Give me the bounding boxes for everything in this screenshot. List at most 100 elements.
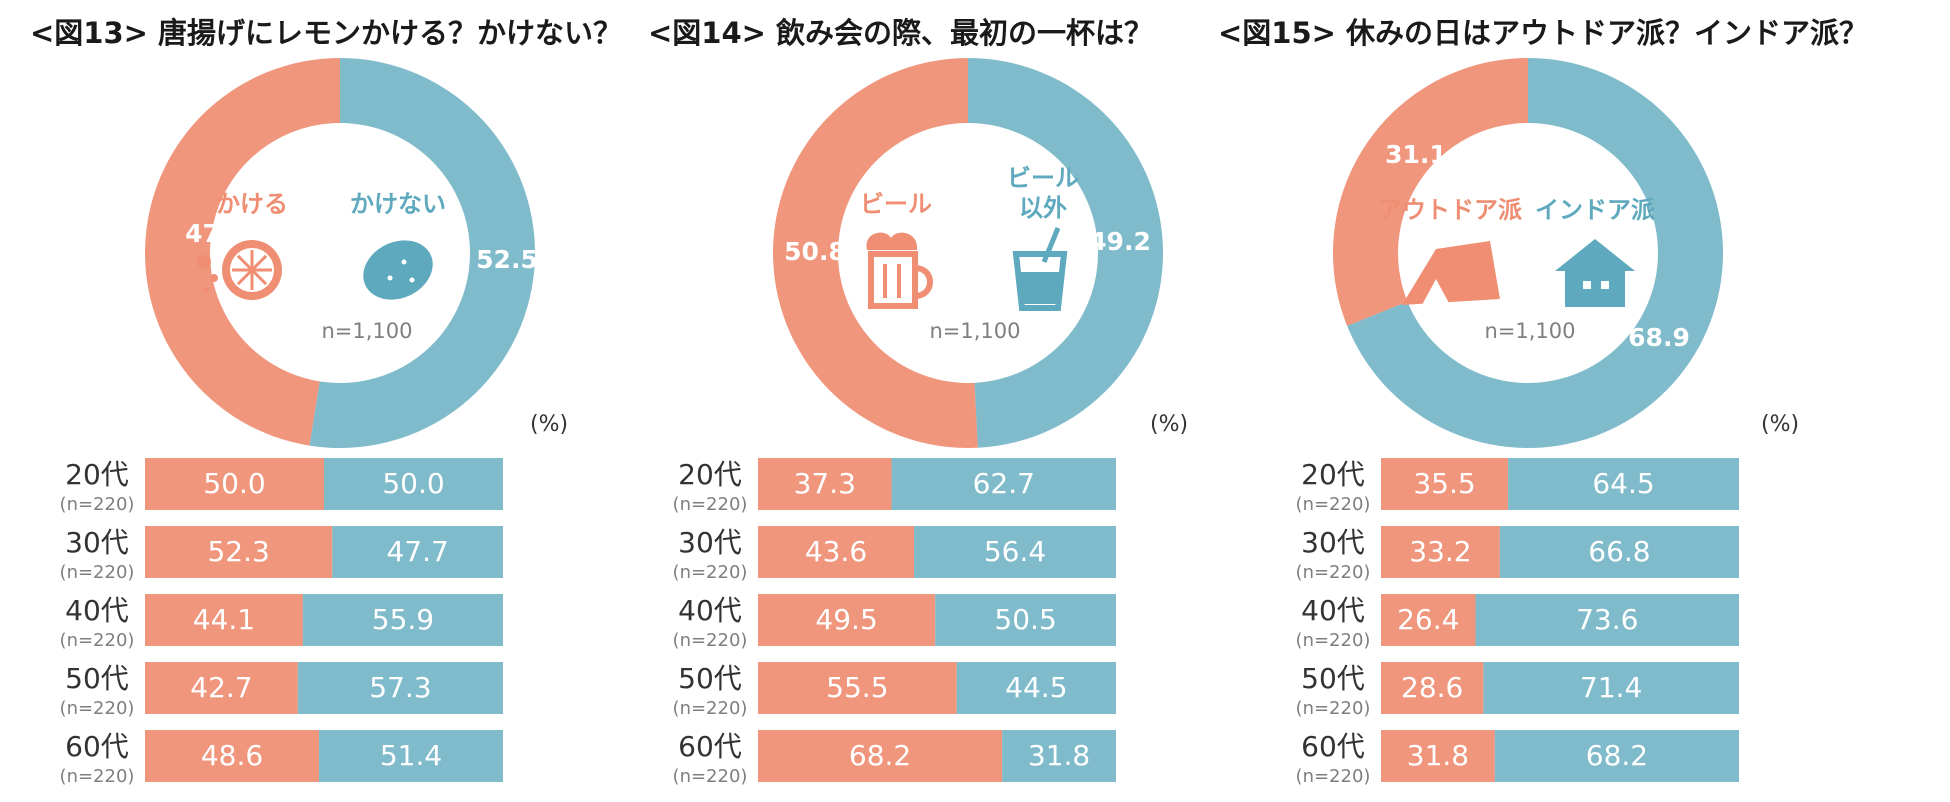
age-group-label: 60代 <box>678 730 742 763</box>
bar-segment <box>302 594 503 646</box>
bar-value-label: 42.7 <box>190 671 252 704</box>
slice-value-label: 52.5 <box>476 245 538 274</box>
age-sample-label: (n=220) <box>673 630 748 651</box>
bar-segment <box>1381 594 1476 646</box>
age-bar-chart: 37.3 62.7 20代 (n=220) 43.6 56.4 30代 (n=220) 49.5… <box>673 458 1116 787</box>
bar-segment <box>1381 662 1484 714</box>
bar-segment <box>297 662 503 714</box>
legend-label: かけない <box>350 190 446 218</box>
chart-panel-15: <図15> 休みの日はアウトドア派？インドア派？ 31.1 68.9 アウトドア派イ… <box>1218 0 1868 802</box>
age-bar-chart: 35.5 64.5 20代 (n=220) 33.2 66.8 30代 (n=220) 26.4… <box>1296 458 1739 787</box>
bar-value-label: 56.4 <box>984 535 1046 568</box>
bar-segment <box>891 458 1116 510</box>
donut-chart: 31.1 68.9 アウトドア派 インドア派 n=1,100 <box>1333 58 1723 449</box>
age-group-label: 60代 <box>1301 730 1365 763</box>
donut-slice <box>1347 58 1723 449</box>
bar-segment <box>318 730 503 782</box>
bar-value-label: 31.8 <box>1407 739 1469 772</box>
age-sample-label: (n=220) <box>1296 698 1371 719</box>
slice-value-label: 47.5 <box>185 219 247 248</box>
bar-value-label: 44.1 <box>193 603 255 636</box>
age-sample-label: (n=220) <box>60 630 135 651</box>
bar-value-label: 50.5 <box>994 603 1056 636</box>
age-group-label: 20代 <box>1301 458 1365 491</box>
age-group-label: 40代 <box>65 594 129 627</box>
bar-segment <box>145 662 298 714</box>
bar-segment <box>935 594 1116 646</box>
bar-value-label: 66.8 <box>1588 535 1650 568</box>
bar-value-label: 35.5 <box>1413 467 1475 500</box>
bar-value-label: 68.2 <box>849 739 911 772</box>
bar-value-label: 55.5 <box>826 671 888 704</box>
age-sample-label: (n=220) <box>673 698 748 719</box>
bar-value-label: 62.7 <box>973 467 1035 500</box>
bar-value-label: 50.0 <box>203 467 265 500</box>
bar-segment <box>1002 730 1116 782</box>
sample-size-label: n=1,100 <box>1484 319 1575 343</box>
slice-value-label: 49.2 <box>1089 227 1151 256</box>
slice-value-label: 31.1 <box>1385 140 1447 169</box>
bar-segment <box>145 458 324 510</box>
legend-label: かける <box>216 190 288 218</box>
legend-label: インドア派 <box>1535 196 1655 224</box>
bar-value-label: 37.3 <box>794 467 856 500</box>
chart-panel-14: <図14> 飲み会の際、最初の一杯は？ 50.8 49.2 ビール ビール 以外 n=1,… <box>648 0 1298 802</box>
bar-value-label: 47.7 <box>386 535 448 568</box>
bar-segment <box>1475 594 1739 646</box>
bar-segment <box>145 526 333 578</box>
age-group-label: 40代 <box>678 594 742 627</box>
age-sample-label: (n=220) <box>1296 630 1371 651</box>
chart-title: <図15> 休みの日はアウトドア派？インドア派？ <box>1218 16 1869 50</box>
donut-slice <box>773 58 978 448</box>
bar-segment <box>324 458 503 510</box>
age-sample-label: (n=220) <box>60 562 135 583</box>
chart-panel-13: <図13> 唐揚げにレモンかける？かけない？ 47.5 52.5 かける かけない n=… <box>30 0 680 802</box>
tent-icon <box>1402 241 1500 305</box>
bar-segment <box>914 526 1116 578</box>
donut-slice <box>144 58 340 446</box>
bar-segment <box>1483 662 1739 714</box>
slice-value-label: 50.8 <box>784 237 846 266</box>
sample-size-label: n=1,100 <box>929 319 1020 343</box>
bar-value-label: 55.9 <box>372 603 434 636</box>
lemon-icon <box>363 240 433 300</box>
bar-segment <box>1508 458 1739 510</box>
bar-segment <box>145 594 303 646</box>
age-group-label: 50代 <box>1301 662 1365 695</box>
bar-value-label: 64.5 <box>1592 467 1654 500</box>
unit-label: (%) <box>1761 412 1800 437</box>
bar-segment <box>758 662 957 714</box>
bar-segment <box>1499 526 1739 578</box>
age-sample-label: (n=220) <box>60 698 135 719</box>
bar-segment <box>758 730 1003 782</box>
bar-value-label: 44.5 <box>1005 671 1067 704</box>
donut-slice <box>968 58 1163 448</box>
age-group-label: 20代 <box>678 458 742 491</box>
legend-label: ビール <box>860 190 932 218</box>
age-bar-chart: 50.0 50.0 20代 (n=220) 52.3 47.7 30代 (n=220) 44.1… <box>60 458 503 787</box>
age-sample-label: (n=220) <box>1296 494 1371 515</box>
age-group-label: 30代 <box>1301 526 1365 559</box>
age-group-label: 30代 <box>678 526 742 559</box>
house-icon <box>1555 239 1635 307</box>
age-sample-label: (n=220) <box>673 494 748 515</box>
bar-value-label: 51.4 <box>380 739 442 772</box>
age-sample-label: (n=220) <box>1296 562 1371 583</box>
donut-slice <box>1333 58 1528 326</box>
age-sample-label: (n=220) <box>673 766 748 787</box>
beer-mug-icon <box>866 232 933 309</box>
donut-slice <box>309 58 535 448</box>
bar-segment <box>1381 526 1500 578</box>
drink-cup-icon <box>1012 227 1068 311</box>
legend-label: 以外 <box>1019 194 1067 222</box>
bar-segment <box>1381 458 1509 510</box>
unit-label: (%) <box>1150 412 1189 437</box>
bar-value-label: 28.6 <box>1401 671 1463 704</box>
bar-segment <box>758 526 915 578</box>
bar-segment <box>956 662 1116 714</box>
sample-size-label: n=1,100 <box>321 319 412 343</box>
bar-value-label: 49.5 <box>815 603 877 636</box>
age-sample-label: (n=220) <box>60 494 135 515</box>
legend-label: アウトドア派 <box>1378 196 1522 224</box>
